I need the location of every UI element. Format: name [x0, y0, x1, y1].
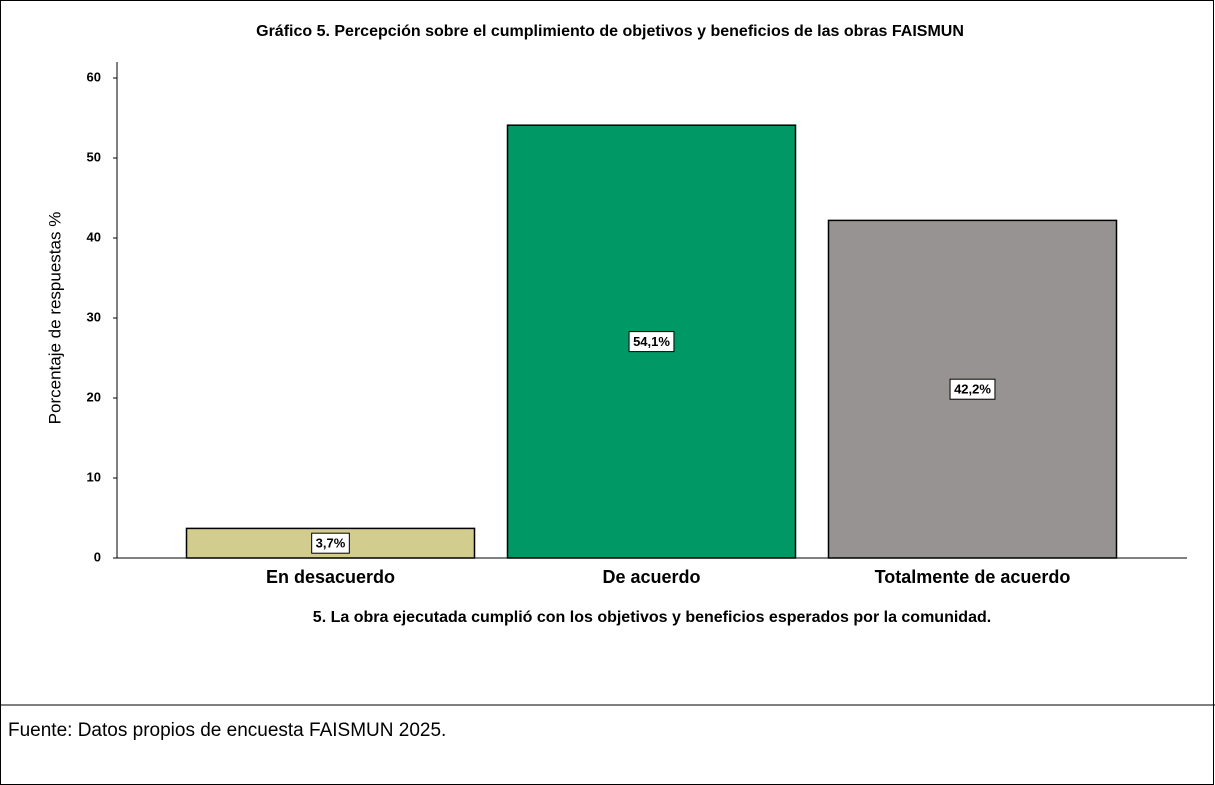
y-tick-label: 0: [94, 549, 101, 564]
chart-title: Gráfico 5. Percepción sobre el cumplimie…: [256, 23, 964, 40]
x-tick-label: En desacuerdo: [266, 567, 395, 587]
value-label: 3,7%: [316, 536, 346, 551]
value-label-box: [628, 331, 675, 353]
y-tick-label: 30: [87, 309, 101, 324]
x-axis-label: 5. La obra ejecutada cumplió con los obj…: [313, 609, 991, 626]
value-label-box: [949, 378, 996, 400]
value-label: 42,2%: [954, 382, 991, 397]
y-tick-label: 20: [87, 389, 101, 404]
y-tick-label: 10: [87, 469, 101, 484]
x-tick-label: Totalmente de acuerdo: [875, 567, 1071, 587]
x-tick-label: De acuerdo: [602, 567, 700, 587]
y-axis-label: Porcentaje de respuestas %: [45, 212, 64, 425]
source-note: Fuente: Datos propios de encuesta FAISMU…: [8, 720, 446, 741]
value-label: 54,1%: [633, 334, 670, 349]
y-tick-label: 50: [87, 149, 101, 164]
y-tick-label: 40: [87, 229, 101, 244]
y-tick-label: 60: [87, 69, 101, 84]
value-label-box: [311, 532, 350, 554]
